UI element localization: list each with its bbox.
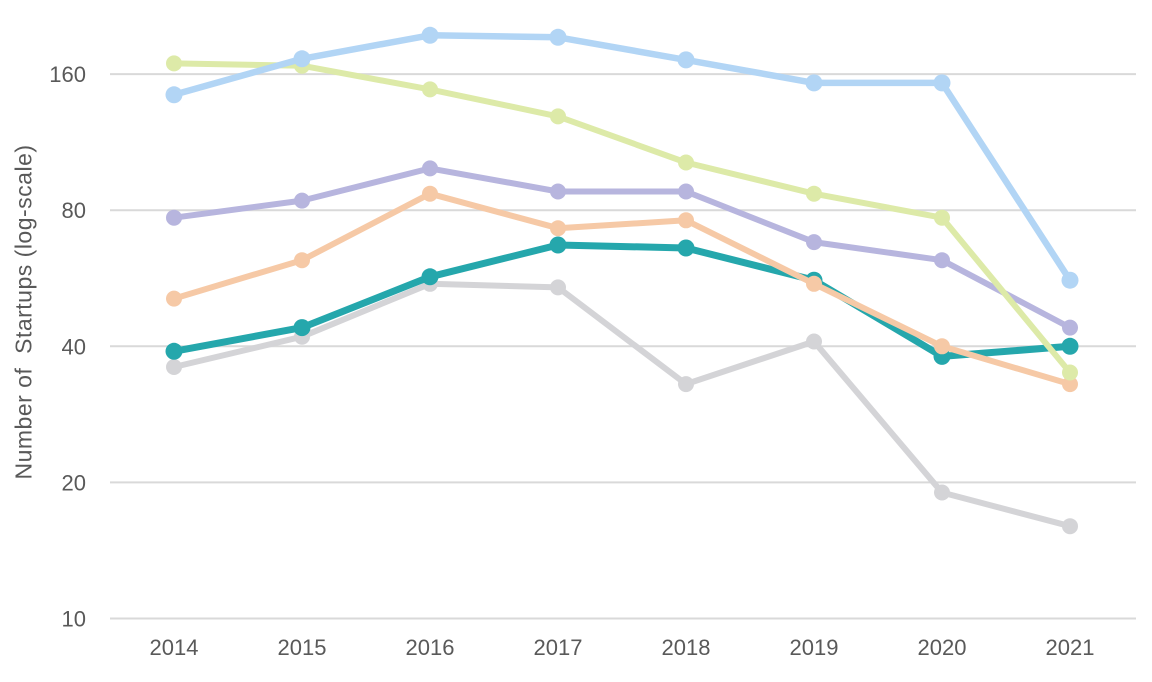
y-tick-label-80: 80: [62, 198, 86, 223]
series-peach-point-2014: [166, 290, 182, 307]
series-blue-point-2015: [293, 50, 311, 68]
x-tick-label-2015: 2015: [278, 635, 327, 660]
series-purple-point-2020: [934, 252, 950, 269]
x-tick-label-2014: 2014: [150, 635, 199, 660]
series-gray-line: [171, 280, 1073, 530]
series-gray-point-2014: [166, 359, 182, 375]
series-blue-point-2017: [549, 28, 567, 46]
series-peach-line: [171, 190, 1073, 388]
series-peach-point-2017: [550, 220, 566, 237]
series-peach-point-2018: [678, 212, 694, 229]
series-teal-point-2016: [421, 268, 439, 286]
series-peach-point-2020: [934, 338, 950, 355]
x-tick-label-2017: 2017: [534, 635, 583, 660]
x-tick-label-2019: 2019: [790, 635, 839, 660]
x-tick-label-2018: 2018: [662, 635, 711, 660]
series-purple-point-2017: [550, 183, 566, 200]
series-peach-point-2021: [1062, 376, 1078, 393]
series-gray-point-2017: [550, 279, 566, 296]
series-teal-point-2017: [549, 236, 567, 254]
series-blue-line: [170, 32, 1074, 284]
series-blue-point-2020: [933, 74, 951, 92]
series-peach-point-2016: [422, 185, 438, 202]
series-purple-point-2016: [422, 160, 438, 177]
series-blue-point-2016: [421, 26, 439, 44]
series-teal-point-2015: [293, 319, 311, 337]
series-purple-point-2019: [806, 234, 822, 251]
series-green-line: [171, 60, 1073, 376]
x-tick-label-2016: 2016: [406, 635, 455, 660]
series-green-point-2018: [678, 154, 694, 171]
series-green-point-2020: [934, 209, 950, 226]
series-blue-point-2021: [1061, 271, 1079, 289]
y-tick-label-10: 10: [62, 607, 86, 632]
series-gray-point-2021: [1062, 518, 1078, 535]
series-peach-point-2019: [806, 275, 822, 292]
series-teal-point-2014: [165, 342, 183, 360]
series-blue-point-2018: [677, 51, 695, 69]
series-teal-line: [170, 241, 1074, 360]
series-peach-point-2015: [294, 252, 310, 269]
series-teal-point-2021: [1061, 337, 1079, 355]
series-gray-point-2020: [934, 484, 950, 501]
series-blue-point-2019: [805, 74, 823, 92]
series-gray-point-2019: [806, 333, 822, 350]
series-purple-line: [171, 165, 1073, 331]
series-green-point-2017: [550, 108, 566, 125]
y-tick-label-40: 40: [62, 334, 86, 359]
x-tick-label-2020: 2020: [918, 635, 967, 660]
series-green-point-2019: [806, 185, 822, 202]
series-purple-point-2014: [166, 209, 182, 226]
series-green-point-2014: [166, 55, 182, 72]
series-purple-point-2021: [1062, 319, 1078, 336]
series-blue-point-2014: [165, 86, 183, 104]
x-tick-label-2021: 2021: [1046, 635, 1095, 660]
series-purple-point-2015: [294, 192, 310, 209]
series-gray-point-2018: [678, 376, 694, 393]
y-tick-label-160: 160: [49, 62, 86, 87]
series-purple-point-2018: [678, 183, 694, 200]
y-tick-label-20: 20: [62, 470, 86, 495]
series-green-point-2016: [422, 81, 438, 98]
series-green-point-2021: [1062, 364, 1078, 381]
series-teal-point-2018: [677, 239, 695, 257]
